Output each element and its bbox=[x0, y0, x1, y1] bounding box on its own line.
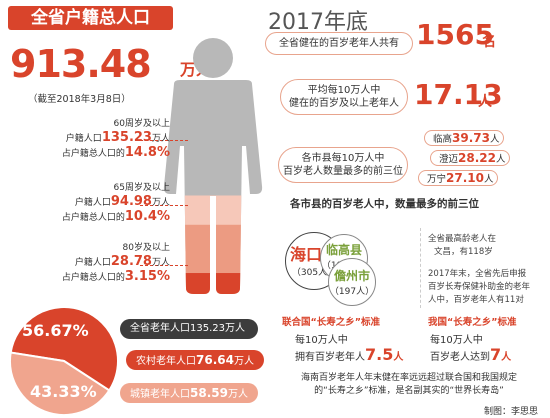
pie-label-rural-pct: 56.67% bbox=[22, 321, 89, 340]
group-80plus-population: 户籍人口28.78万人 bbox=[74, 254, 170, 269]
group-80plus-heading: 80岁及以上 bbox=[122, 243, 170, 253]
un-standard-body: 每10万人中 拥有百岁老年人7.5人 bbox=[295, 335, 404, 364]
pie-slice-rural bbox=[9, 306, 119, 392]
un-standard-title: 联合国“长寿之乡”标准 bbox=[282, 317, 380, 328]
group-65plus-heading: 65周岁及以上 bbox=[113, 183, 170, 193]
population-title: 全省户籍总人口 bbox=[8, 6, 173, 30]
summary-note: 海南百岁老年人年末健在率远远超过联合国和我国规定 的“长寿之乡”标准，是名副其实的… bbox=[300, 373, 517, 396]
centenarians-total-value: 1565 bbox=[416, 18, 494, 51]
rank-row: 澄迈28.22人 bbox=[430, 150, 510, 166]
elderly-urban-rural-pie bbox=[9, 306, 119, 416]
rank-row: 临高39.73人 bbox=[424, 130, 504, 146]
centenarians-avg-unit: 人 bbox=[478, 94, 492, 110]
as-of-date: （截至2018年3月8日） bbox=[28, 94, 131, 105]
pie-center-label: 全省老年人口135.23万人 bbox=[120, 319, 258, 339]
credit-text: 制图：李思思 bbox=[484, 407, 539, 417]
pie-slice-urban bbox=[9, 351, 111, 416]
group-60plus-population: 户籍人口135.23万人 bbox=[65, 130, 170, 145]
pie-legend-rural: 农村老年人口76.64万人 bbox=[126, 350, 264, 370]
rank-row: 万宁27.10人 bbox=[418, 170, 498, 186]
count-bubble-3: 儋州市 （197人） bbox=[328, 258, 376, 306]
centenarians-total-label: 全省健在的百岁老年人共有 bbox=[265, 32, 413, 55]
group-60plus-heading: 60周岁及以上 bbox=[113, 119, 170, 129]
group-65plus-share: 占户籍总人口的10.4% bbox=[61, 209, 170, 224]
cn-standard-body: 每10万人中 百岁老人达到7人 bbox=[430, 335, 512, 364]
cn-standard-title: 我国“长寿之乡”标准 bbox=[428, 317, 517, 328]
group-80plus: 80岁及以上 户籍人口28.78万人 占户籍总人口的3.15% bbox=[40, 242, 170, 285]
centenarians-total-unit: 名 bbox=[482, 34, 496, 50]
pie-legend-urban: 城镇老年人口58.59万人 bbox=[120, 383, 258, 403]
group-65plus: 65周岁及以上 户籍人口94.98万人 占户籍总人口的10.4% bbox=[40, 182, 170, 225]
divider-line bbox=[140, 205, 188, 206]
centenarians-avg-value: 17.13 bbox=[414, 78, 503, 111]
centenarians-avg-label: 平均每10万人中 健在的百岁及以上老年人 bbox=[280, 79, 408, 115]
group-80plus-share: 占户籍总人口的3.15% bbox=[61, 269, 170, 284]
group-65plus-population: 户籍人口94.98万人 bbox=[74, 194, 170, 209]
total-population-number: 913.48 bbox=[10, 42, 152, 86]
human-silhouette-figure bbox=[163, 38, 263, 294]
divider-line bbox=[420, 228, 421, 308]
top3-ratio-label: 各市县每10万人中 百岁老人数量最多的前三位 bbox=[278, 147, 408, 183]
divider-line bbox=[140, 140, 188, 141]
group-60plus-share: 占户籍总人口的14.8% bbox=[61, 145, 170, 160]
pie-label-urban-pct: 43.33% bbox=[30, 382, 97, 401]
year-heading: 2017年底 bbox=[268, 10, 368, 35]
oldest-person-note: 全省最高龄老人在 文昌，有118岁 bbox=[428, 234, 497, 257]
group-60plus: 60周岁及以上 户籍人口135.23万人 占户籍总人口的14.8% bbox=[40, 118, 170, 161]
subsidy-note: 2017年末，全省先后申报 百岁长寿保健补助金的老年 人中，百岁老年人有11对 bbox=[428, 269, 531, 305]
top3-count-title: 各市县的百岁老人中，数量最多的前三位 bbox=[290, 198, 479, 210]
divider-line bbox=[140, 265, 188, 266]
